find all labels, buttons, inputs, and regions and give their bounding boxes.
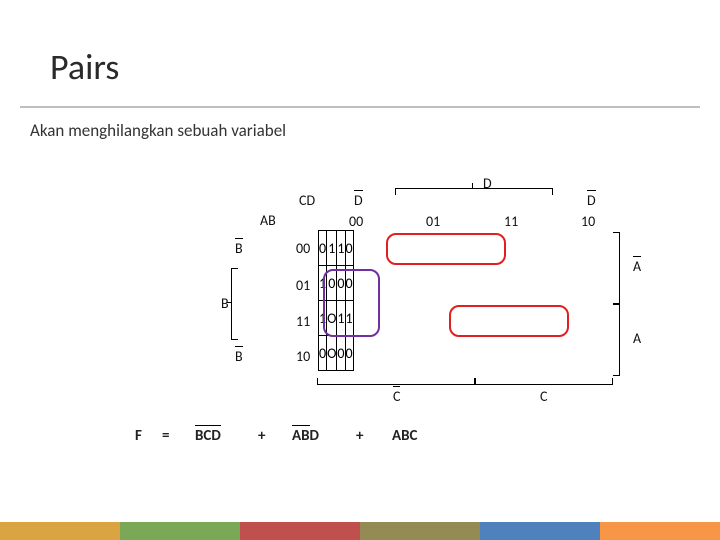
col-h-11: 11 [504,213,518,230]
cell-23: 1 [345,301,353,336]
eq-term-0: BCD [195,427,221,445]
row-label-b2: B [221,295,229,312]
cell-21: O [327,301,337,336]
col-label-d1: D [354,192,363,209]
cell-11: 0 [327,266,337,301]
brace-a2 [613,304,620,376]
brace-b-left [231,268,238,340]
row-h-00: 00 [296,240,310,257]
cell-01: 1 [327,231,337,266]
brace-d-tick [472,183,473,189]
row-h-10: 10 [296,348,310,365]
eq-term-1: ABD [292,427,319,445]
cell-13: 0 [345,266,353,301]
cell-12: 0 [337,266,345,301]
row-label-a1: A [633,258,641,275]
cell-03: 0 [345,231,353,266]
slide-title: Pairs [50,45,119,89]
bot-label-c2: C [540,388,547,405]
kmap-grid: 0 1 1 0 1 0 0 0 1 O 1 1 0 O 0 0 [318,230,354,371]
eq-plus-0: + [258,427,265,445]
accent-bar [0,522,720,540]
accent-0 [0,522,120,540]
row-h-01: 01 [296,277,310,294]
col-label-d3: D [587,192,596,209]
pair-0 [386,233,506,265]
row-h-11: 11 [296,313,310,330]
col-h-00: 00 [349,213,363,230]
bot-label-c1: C [393,388,400,405]
accent-1 [120,522,240,540]
cell-20: 1 [319,301,327,336]
row-label-a2: A [633,330,641,347]
row-label-b3: B [235,348,243,365]
col-h-01: 01 [426,213,440,230]
cell-22: 1 [337,301,345,336]
accent-5 [600,522,720,540]
col-h-10: 10 [581,213,595,230]
brace-a1 [613,232,620,304]
cell-32: 0 [337,336,345,371]
slide-subtitle: Akan menghilangkan sebuah variabel [30,120,286,141]
brace-c1 [317,378,475,385]
pair-2 [449,305,569,337]
eq-sign: = [162,427,169,445]
cell-02: 1 [337,231,345,266]
eq-lhs: F [135,427,142,445]
eq-term-2: ABC [392,427,417,445]
brace-b-tick [227,302,232,303]
row-label-b1: B [235,240,243,257]
slide: Pairs Akan menghilangkan sebuah variabel… [0,0,720,540]
cell-33: 0 [345,336,353,371]
label-cd: CD [299,192,315,209]
cell-31: O [327,336,337,371]
cell-30: 0 [319,336,327,371]
cell-00: 0 [319,231,327,266]
cell-10: 1 [319,266,327,301]
accent-4 [480,522,600,540]
title-divider [20,106,700,108]
accent-3 [360,522,480,540]
label-ab: AB [260,212,276,229]
brace-d-top [395,188,553,195]
brace-c2 [475,378,613,385]
eq-plus-1: + [356,427,363,445]
accent-2 [240,522,360,540]
